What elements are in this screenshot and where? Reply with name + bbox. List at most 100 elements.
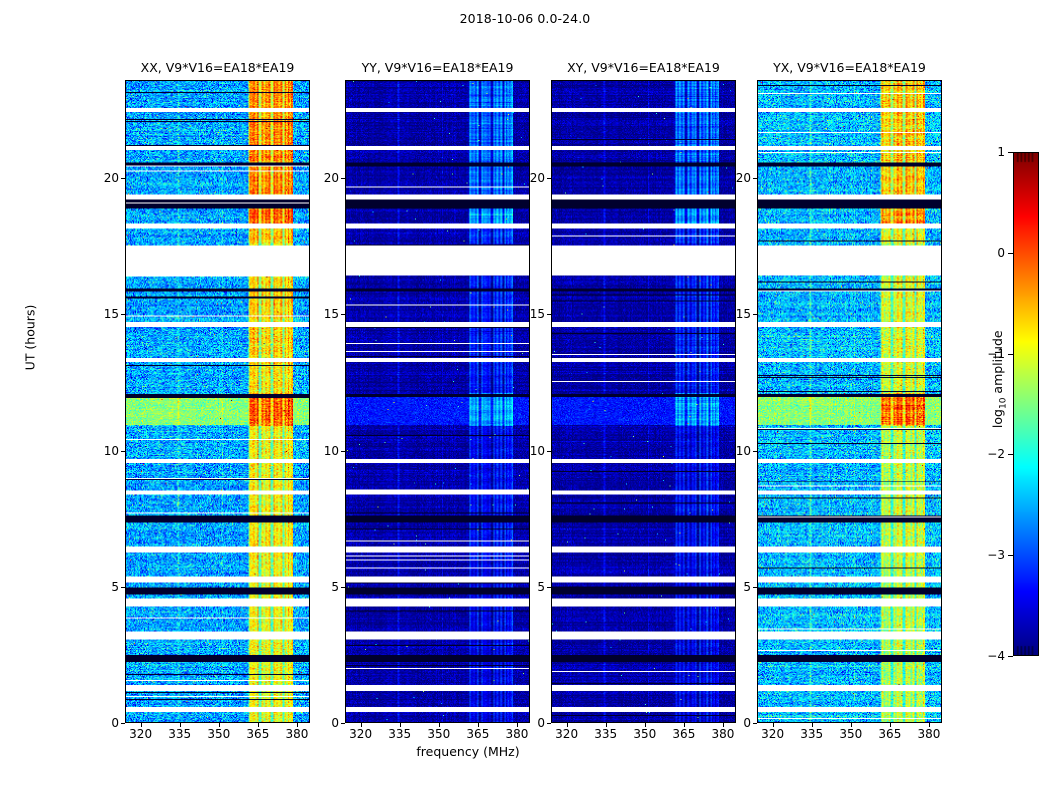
colorbar-tick-mark bbox=[1008, 555, 1013, 557]
x-tick-label: 335 bbox=[594, 727, 618, 741]
colorbar-tick-label: 0 bbox=[997, 245, 1005, 260]
y-tick-label: 15 bbox=[529, 307, 545, 322]
y-tick-label: 15 bbox=[735, 307, 751, 322]
x-tick-label: 365 bbox=[246, 727, 270, 741]
colorbar-tick-mark bbox=[1008, 656, 1013, 657]
y-tick-label: 20 bbox=[103, 171, 119, 186]
x-tick-label: 380 bbox=[917, 727, 941, 741]
y-tick-label: 20 bbox=[529, 171, 545, 186]
x-tick-label: 365 bbox=[672, 727, 696, 741]
spectrogram-panel-yx[interactable] bbox=[757, 80, 942, 723]
x-tick-label: 350 bbox=[427, 727, 451, 741]
colorbar-tick-label: −1 bbox=[987, 346, 1005, 361]
y-tick-mark bbox=[547, 178, 551, 180]
y-tick-label: 15 bbox=[103, 307, 119, 322]
y-tick-label: 0 bbox=[537, 716, 545, 730]
x-tick-label: 320 bbox=[349, 727, 373, 741]
y-tick-label: 10 bbox=[735, 443, 751, 458]
x-tick-label: 380 bbox=[505, 727, 529, 741]
x-tick-mark bbox=[811, 723, 813, 727]
y-tick-label: 5 bbox=[743, 579, 751, 594]
x-tick-label: 350 bbox=[839, 727, 863, 741]
x-tick-label: 320 bbox=[761, 727, 785, 741]
y-tick-label: 10 bbox=[323, 443, 339, 458]
y-tick-mark bbox=[753, 723, 757, 724]
y-tick-mark bbox=[547, 450, 551, 452]
y-tick-label: 5 bbox=[537, 579, 545, 594]
y-tick-mark bbox=[121, 450, 125, 452]
x-tick-label: 335 bbox=[800, 727, 824, 741]
colorbar-tick-label: −3 bbox=[987, 548, 1005, 563]
y-tick-label: 10 bbox=[103, 443, 119, 458]
figure-title: 2018-10-06 0.0-24.0 bbox=[459, 11, 591, 26]
panel-title-xx: XX, V9*V16=EA18*EA19 bbox=[140, 60, 295, 75]
colorbar[interactable] bbox=[1013, 152, 1039, 656]
x-tick-mark bbox=[179, 723, 181, 727]
y-tick-mark bbox=[121, 314, 125, 316]
x-tick-mark bbox=[928, 723, 930, 727]
x-tick-mark bbox=[566, 723, 568, 727]
x-tick-label: 320 bbox=[555, 727, 579, 741]
x-tick-mark bbox=[477, 723, 479, 727]
x-tick-mark bbox=[683, 723, 685, 727]
x-tick-label: 335 bbox=[388, 727, 412, 741]
y-tick-label: 10 bbox=[529, 443, 545, 458]
y-tick-mark bbox=[121, 178, 125, 180]
x-tick-mark bbox=[772, 723, 774, 727]
colorbar-tick-mark bbox=[1008, 454, 1013, 456]
spectrogram-panel-xy[interactable] bbox=[551, 80, 736, 723]
colorbar-tick-mark bbox=[1008, 152, 1013, 153]
y-tick-mark bbox=[341, 723, 345, 724]
x-tick-label: 350 bbox=[207, 727, 231, 741]
x-tick-mark bbox=[644, 723, 646, 727]
x-tick-mark bbox=[218, 723, 220, 727]
x-tick-mark bbox=[722, 723, 724, 727]
colorbar-tick-mark bbox=[1008, 353, 1013, 355]
x-tick-mark bbox=[140, 723, 142, 727]
y-tick-mark bbox=[547, 586, 551, 588]
y-tick-mark bbox=[341, 314, 345, 316]
y-tick-label: 0 bbox=[331, 716, 339, 730]
x-tick-mark bbox=[296, 723, 298, 727]
x-tick-label: 320 bbox=[129, 727, 153, 741]
y-tick-mark bbox=[753, 178, 757, 180]
y-axis-label: UT (hours) bbox=[22, 304, 38, 371]
y-tick-mark bbox=[341, 178, 345, 180]
panel-title-xy: XY, V9*V16=EA18*EA19 bbox=[567, 60, 720, 75]
y-tick-label: 5 bbox=[111, 579, 119, 594]
x-tick-label: 350 bbox=[633, 727, 657, 741]
x-tick-mark bbox=[438, 723, 440, 727]
colorbar-tick-mark bbox=[1008, 252, 1013, 254]
spectrogram-panel-xx[interactable] bbox=[125, 80, 310, 723]
x-tick-mark bbox=[605, 723, 607, 727]
x-tick-mark bbox=[889, 723, 891, 727]
panel-title-yy: YY, V9*V16=EA18*EA19 bbox=[361, 60, 514, 75]
y-tick-label: 0 bbox=[743, 716, 751, 730]
x-axis-label: frequency (MHz) bbox=[416, 744, 520, 759]
x-tick-mark bbox=[399, 723, 401, 727]
x-tick-mark bbox=[516, 723, 518, 727]
spectrogram-panel-yy[interactable] bbox=[345, 80, 530, 723]
y-tick-mark bbox=[547, 723, 551, 724]
panel-title-yx: YX, V9*V16=EA18*EA19 bbox=[773, 60, 926, 75]
colorbar-label: log10 amplitude bbox=[989, 330, 1009, 429]
y-tick-mark bbox=[753, 314, 757, 316]
y-tick-mark bbox=[121, 586, 125, 588]
x-tick-label: 365 bbox=[878, 727, 902, 741]
colorbar-tick-label: −2 bbox=[987, 447, 1005, 462]
y-tick-mark bbox=[753, 450, 757, 452]
y-tick-mark bbox=[121, 723, 125, 724]
x-tick-mark bbox=[360, 723, 362, 727]
colorbar-tick-label: 1 bbox=[997, 145, 1005, 159]
y-tick-mark bbox=[753, 586, 757, 588]
y-tick-label: 15 bbox=[323, 307, 339, 322]
y-tick-label: 5 bbox=[331, 579, 339, 594]
x-tick-mark bbox=[850, 723, 852, 727]
y-tick-mark bbox=[341, 586, 345, 588]
y-tick-label: 20 bbox=[323, 171, 339, 186]
y-tick-label: 20 bbox=[735, 171, 751, 186]
y-tick-mark bbox=[547, 314, 551, 316]
colorbar-gradient bbox=[1013, 152, 1039, 656]
x-tick-label: 380 bbox=[711, 727, 735, 741]
